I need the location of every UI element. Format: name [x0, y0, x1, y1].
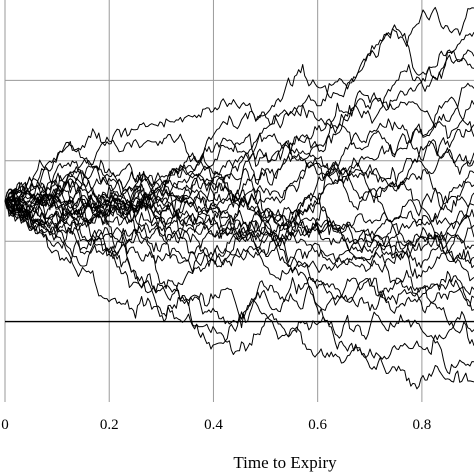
series-path-13: [4, 149, 474, 225]
series-path-27: [4, 198, 474, 390]
series-path-24: [4, 182, 474, 360]
series-paths: [4, 6, 474, 390]
x-tick-label-4: 0.8: [413, 417, 432, 433]
series-path-1: [4, 31, 474, 217]
series-path-12: [4, 165, 474, 279]
series-path-20: [4, 141, 474, 282]
x-tick-labels: 0 0.2 0.4 0.6 0.8: [1, 417, 431, 433]
series-path-6: [4, 124, 474, 301]
series-path-18: [4, 173, 474, 264]
x-tick-label-2: 0.4: [204, 417, 223, 433]
series-path-15: [4, 195, 474, 253]
series-path-16: [4, 195, 474, 268]
grid: [4, 0, 474, 402]
x-axis-label: Time to Expiry: [233, 453, 337, 472]
series-path-22: [4, 191, 474, 307]
series-path-21: [4, 197, 474, 315]
series-path-11: [4, 161, 474, 264]
series-path-7: [4, 97, 474, 219]
series-path-14: [4, 192, 474, 254]
series-path-3: [4, 24, 474, 226]
x-tick-label-1: 0.2: [100, 417, 119, 433]
series-path-2: [4, 49, 474, 224]
series-path-25: [4, 193, 474, 346]
x-tick-label-3: 0.6: [308, 417, 327, 433]
series-path-0: [4, 6, 474, 207]
series-path-23: [4, 200, 474, 325]
x-tick-label-0: 0: [1, 417, 9, 433]
series-path-19: [4, 163, 474, 273]
